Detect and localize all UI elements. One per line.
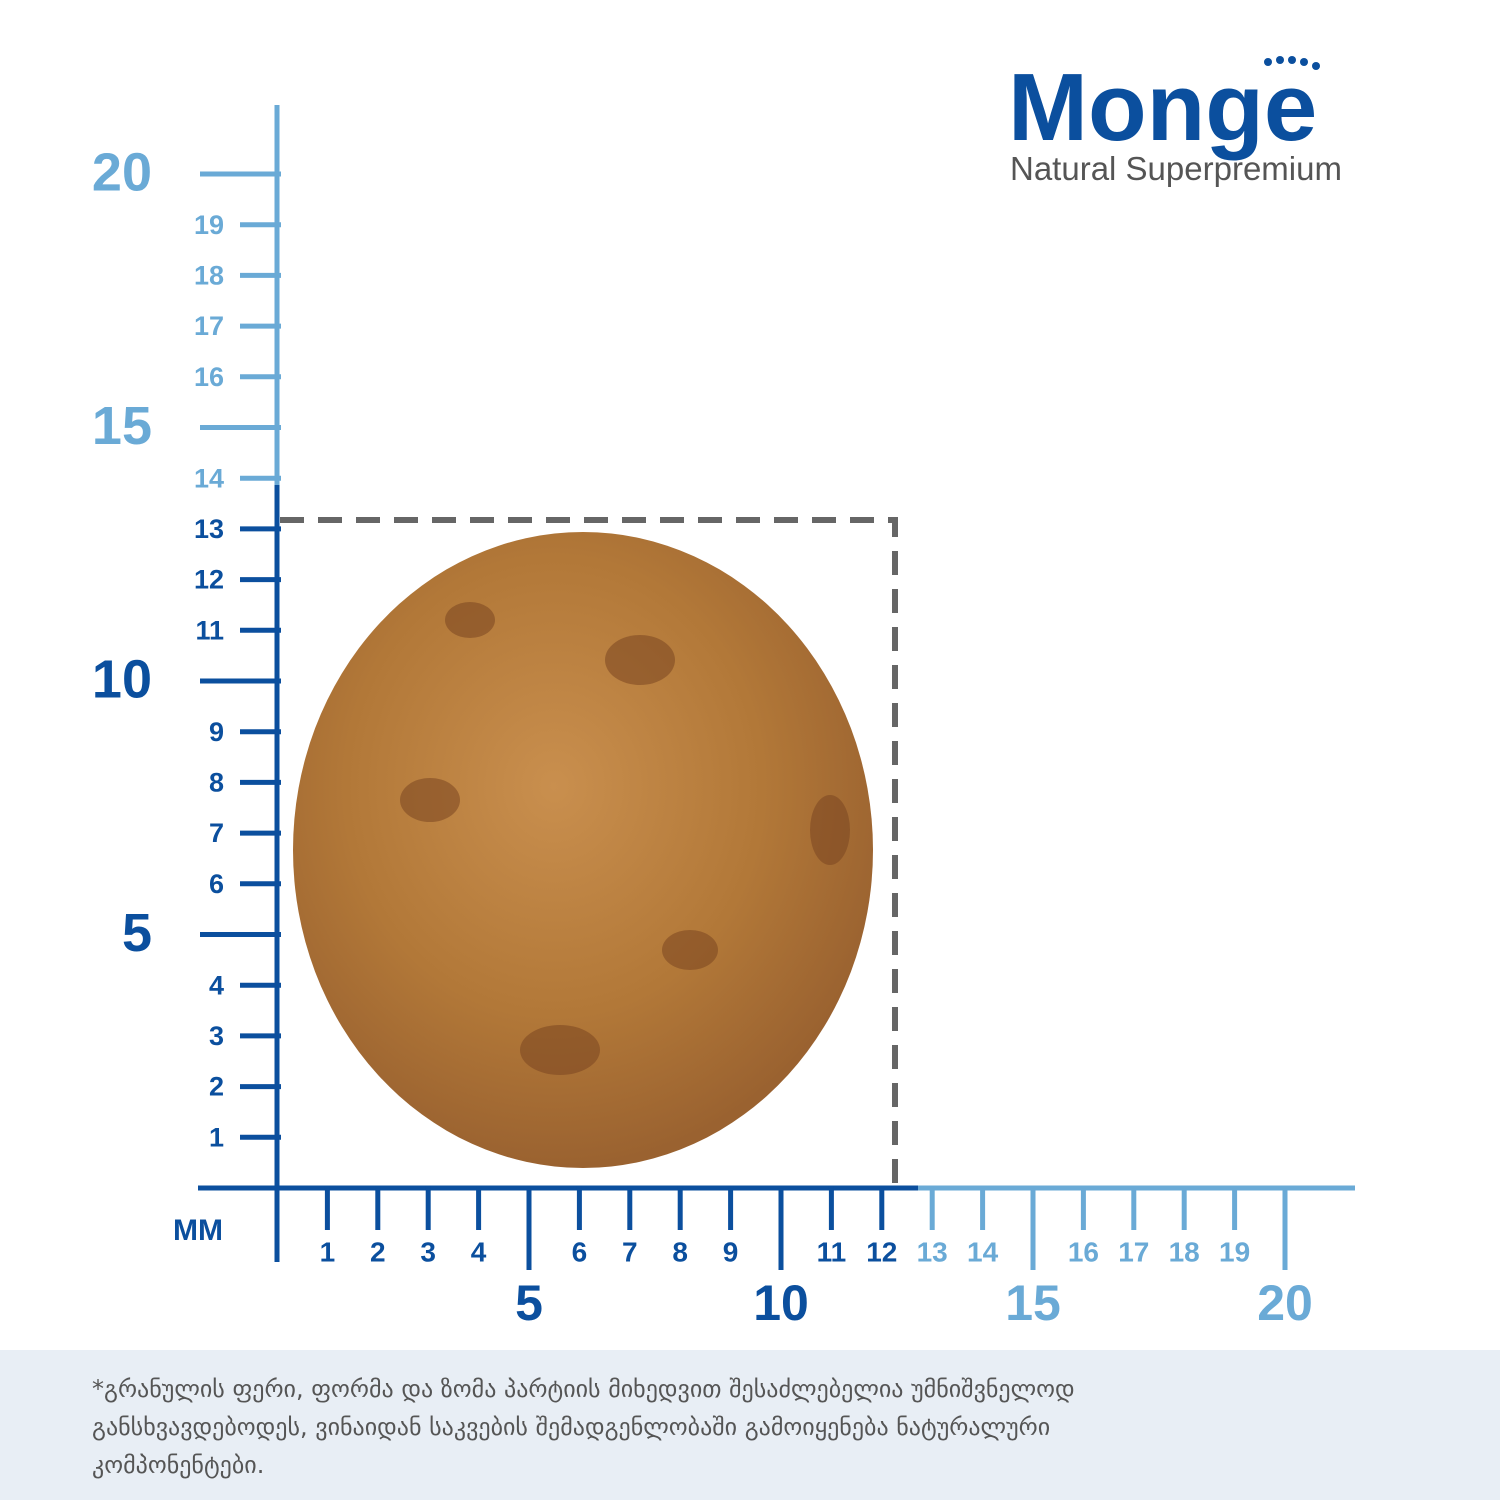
kibble [293,532,873,1168]
logo: Monge Natural Superpremium [1008,54,1342,187]
footnote-line: *გრანულის ფერი, ფორმა და ზომა პარტიის მი… [92,1375,1075,1403]
x-tick-label: 3 [420,1236,436,1267]
x-tick-label: 1 [320,1236,336,1267]
x-tick-label: 4 [471,1236,487,1267]
y-tick-label: 19 [194,210,224,240]
y-tick-label: 11 [195,615,224,645]
x-tick-label: 20 [1257,1275,1313,1331]
kibble-spots [400,602,850,1075]
tagline: Natural Superpremium [1010,150,1342,187]
x-tick-label: 18 [1169,1236,1200,1267]
x-tick-label: 9 [723,1236,739,1267]
x-tick-label: 10 [753,1275,809,1331]
y-tick-label: 13 [194,514,224,544]
y-tick-label: 14 [194,463,224,493]
y-tick-label: 8 [209,768,224,798]
y-tick-label: 3 [209,1021,224,1051]
y-tick-label: 12 [194,565,224,595]
y-tick-label: 20 [92,142,152,202]
x-tick-label: 6 [572,1236,588,1267]
x-tick-label: 19 [1219,1236,1250,1267]
y-tick-label: 16 [194,362,224,392]
y-tick-label: 6 [209,869,224,899]
x-tick-label: 2 [370,1236,386,1267]
x-tick-label: 13 [917,1236,948,1267]
footnote-line: კომპონენტები. [92,1451,264,1479]
footnote-line: განსხვავდებოდეს, ვინაიდან საკვების შემად… [92,1413,1050,1441]
x-tick-label: 15 [1005,1275,1061,1331]
y-tick-label: 1 [209,1122,224,1152]
unit-label: MM [173,1214,223,1247]
y-tick-label: 15 [92,396,152,456]
y-tick-label: 2 [209,1072,224,1102]
x-tick-label: 16 [1068,1236,1099,1267]
x-tick-label: 8 [672,1236,688,1267]
stars [1264,56,1320,70]
y-tick-label: 5 [122,903,152,963]
x-tick-label: 14 [967,1236,999,1267]
y-tick-label: 18 [194,261,224,291]
brand: Monge [1008,54,1317,161]
x-tick-label: 17 [1118,1236,1149,1267]
footer [0,1350,1500,1500]
x-tick-label: 5 [515,1275,543,1331]
x-tick-label: 11 [817,1236,847,1267]
size-box [280,517,898,1188]
y-tick-label: 4 [209,970,224,1000]
y-tick-label: 17 [194,311,224,341]
y-tick-label: 9 [209,717,224,747]
y-tick-label: 7 [209,818,224,848]
footnote: *გრანულის ფერი, ფორმა და ზომა პარტიის მი… [92,1375,1075,1479]
x-tick-label: 7 [622,1236,638,1267]
y-tick-label: 10 [92,649,152,709]
x-tick-label: 12 [866,1236,897,1267]
